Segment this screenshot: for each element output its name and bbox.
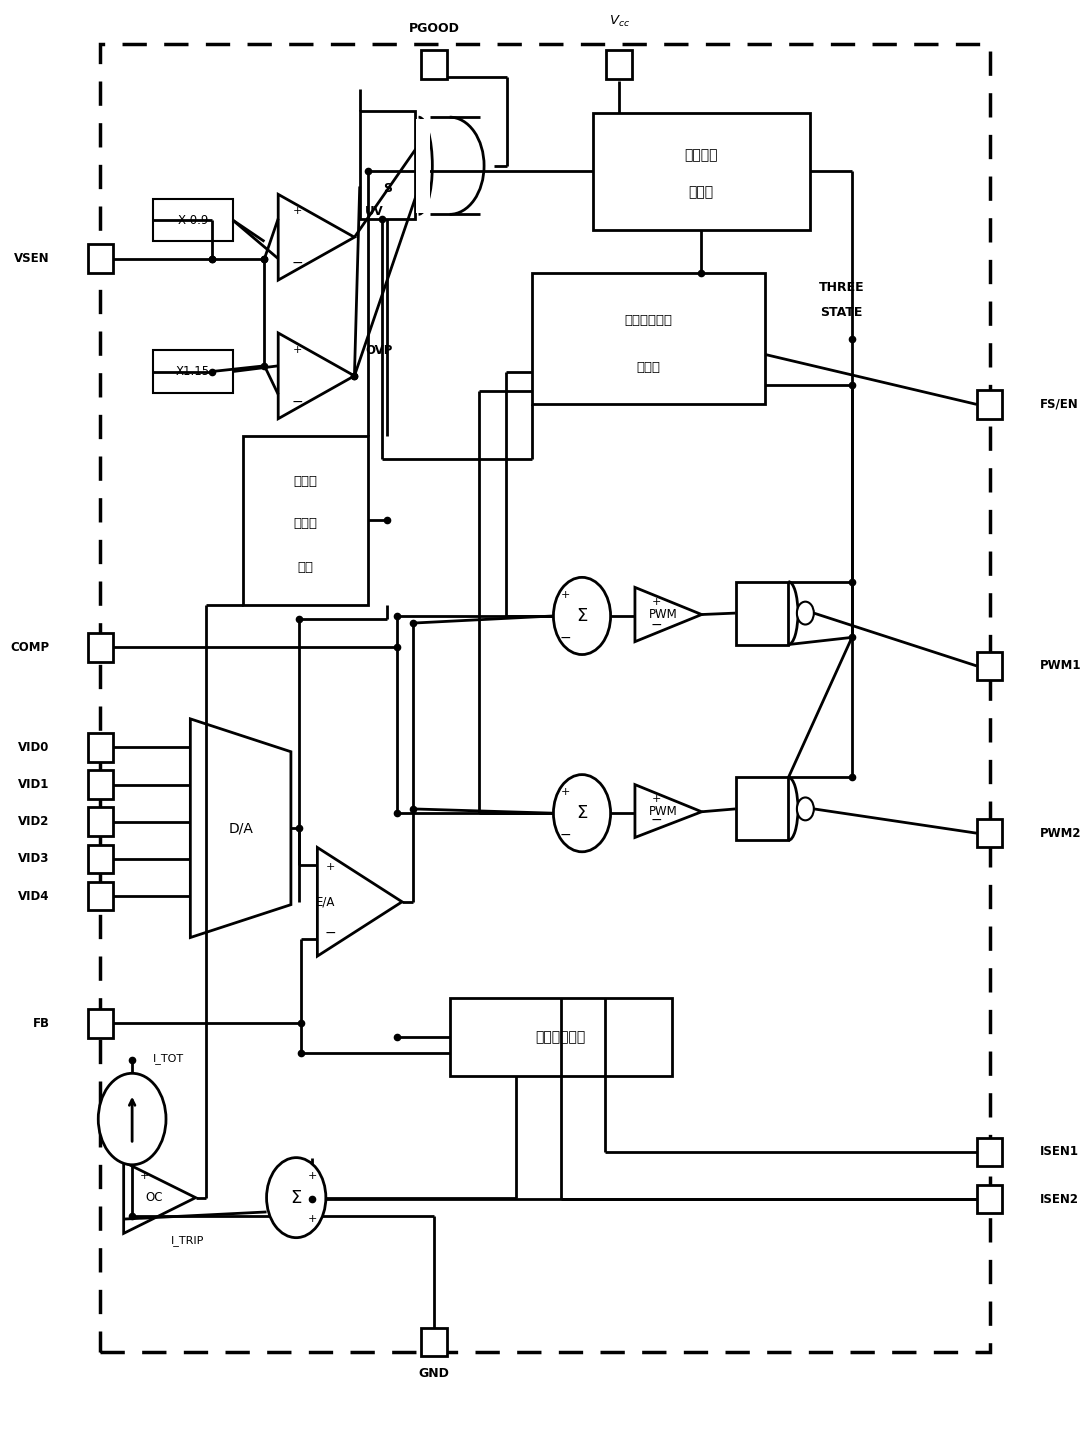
Text: X1.15: X1.15 (176, 365, 210, 378)
Polygon shape (318, 848, 403, 957)
Text: VID1: VID1 (18, 778, 50, 790)
Text: X 0.9: X 0.9 (177, 213, 208, 226)
Text: PWM: PWM (648, 609, 678, 621)
Text: THREE: THREE (818, 281, 864, 294)
Text: Σ: Σ (290, 1189, 301, 1207)
Text: VID4: VID4 (18, 889, 50, 902)
Bar (153, 199, 233, 242)
Text: PWM2: PWM2 (1040, 826, 1081, 839)
Text: COMP: COMP (11, 642, 50, 654)
Text: UV: UV (364, 205, 384, 218)
Bar (977, 1184, 1002, 1213)
Bar (88, 733, 113, 762)
Bar (593, 113, 809, 231)
Text: +: + (325, 862, 335, 872)
Bar (88, 808, 113, 836)
Text: I_TRIP: I_TRIP (171, 1234, 205, 1246)
Text: 保护: 保护 (298, 561, 313, 574)
Polygon shape (279, 195, 355, 281)
Text: +: + (140, 1171, 149, 1181)
Bar (244, 435, 368, 604)
Text: PWM: PWM (648, 805, 678, 818)
Polygon shape (635, 785, 702, 838)
Text: 电源启动: 电源启动 (684, 147, 718, 162)
Bar (88, 770, 113, 799)
Text: +: + (652, 793, 660, 803)
Bar (100, 44, 990, 1352)
Text: PGOOD: PGOOD (408, 21, 459, 34)
Text: D/A: D/A (228, 821, 254, 835)
Text: 和复位: 和复位 (689, 186, 714, 199)
Text: +: + (560, 590, 570, 600)
Polygon shape (190, 719, 290, 938)
Circle shape (796, 798, 814, 821)
Text: −: − (139, 1211, 150, 1226)
Bar (449, 998, 672, 1077)
Bar (977, 390, 1002, 418)
Text: FB: FB (33, 1017, 50, 1030)
Polygon shape (279, 334, 355, 418)
Circle shape (554, 577, 610, 654)
Text: E/A: E/A (317, 895, 335, 908)
Text: VID2: VID2 (18, 815, 50, 828)
Text: −: − (324, 927, 336, 941)
Bar (977, 1137, 1002, 1166)
Bar (735, 778, 789, 841)
Text: 和故障: 和故障 (294, 517, 318, 530)
Polygon shape (635, 587, 702, 642)
Bar (977, 652, 1002, 680)
Text: +: + (308, 1214, 317, 1224)
Text: STATE: STATE (820, 306, 863, 319)
Text: VSEN: VSEN (14, 252, 50, 265)
Text: −: − (292, 256, 304, 271)
Text: 产生器: 产生器 (636, 361, 660, 374)
Text: −: − (292, 395, 304, 408)
Text: 时钟和锅齿波: 时钟和锅齿波 (625, 314, 672, 326)
Text: GND: GND (419, 1368, 449, 1380)
Text: 电流校正电路: 电流校正电路 (535, 1030, 586, 1044)
Text: I_TOT: I_TOT (153, 1054, 185, 1064)
Bar (416, 119, 430, 213)
Bar (606, 50, 632, 79)
Bar (360, 112, 415, 219)
Text: Σ: Σ (577, 607, 588, 624)
Text: −: − (559, 828, 571, 842)
Text: ISEN1: ISEN1 (1040, 1146, 1079, 1158)
Text: −: − (651, 617, 662, 632)
Text: S: S (383, 182, 392, 195)
Text: +: + (652, 597, 660, 607)
Text: +: + (293, 345, 302, 355)
Circle shape (267, 1157, 325, 1237)
Bar (421, 1327, 446, 1356)
Text: ISEN2: ISEN2 (1040, 1193, 1079, 1206)
Text: +: + (293, 206, 302, 216)
Text: VID3: VID3 (18, 852, 50, 865)
Text: −: − (559, 630, 571, 644)
Bar (88, 245, 113, 274)
Text: $V_{cc}$: $V_{cc}$ (608, 13, 630, 29)
Text: +: + (560, 786, 570, 796)
Text: VID0: VID0 (18, 740, 50, 753)
Bar (735, 581, 789, 644)
Circle shape (98, 1074, 166, 1164)
Text: +: + (308, 1171, 317, 1181)
Text: PWM1: PWM1 (1040, 660, 1081, 673)
Circle shape (554, 775, 610, 852)
Bar (88, 1010, 113, 1038)
Bar (88, 633, 113, 662)
Text: 软启动: 软启动 (294, 475, 318, 488)
Text: Σ: Σ (577, 805, 588, 822)
Text: −: − (651, 813, 662, 828)
Bar (977, 819, 1002, 848)
Bar (88, 882, 113, 911)
Circle shape (796, 601, 814, 624)
Bar (532, 274, 765, 404)
Polygon shape (124, 1161, 196, 1233)
Bar (153, 349, 233, 392)
Text: OC: OC (146, 1191, 163, 1204)
Text: OVP: OVP (364, 344, 393, 357)
Bar (421, 50, 446, 79)
Text: FS/EN: FS/EN (1040, 398, 1079, 411)
Bar (88, 845, 113, 874)
